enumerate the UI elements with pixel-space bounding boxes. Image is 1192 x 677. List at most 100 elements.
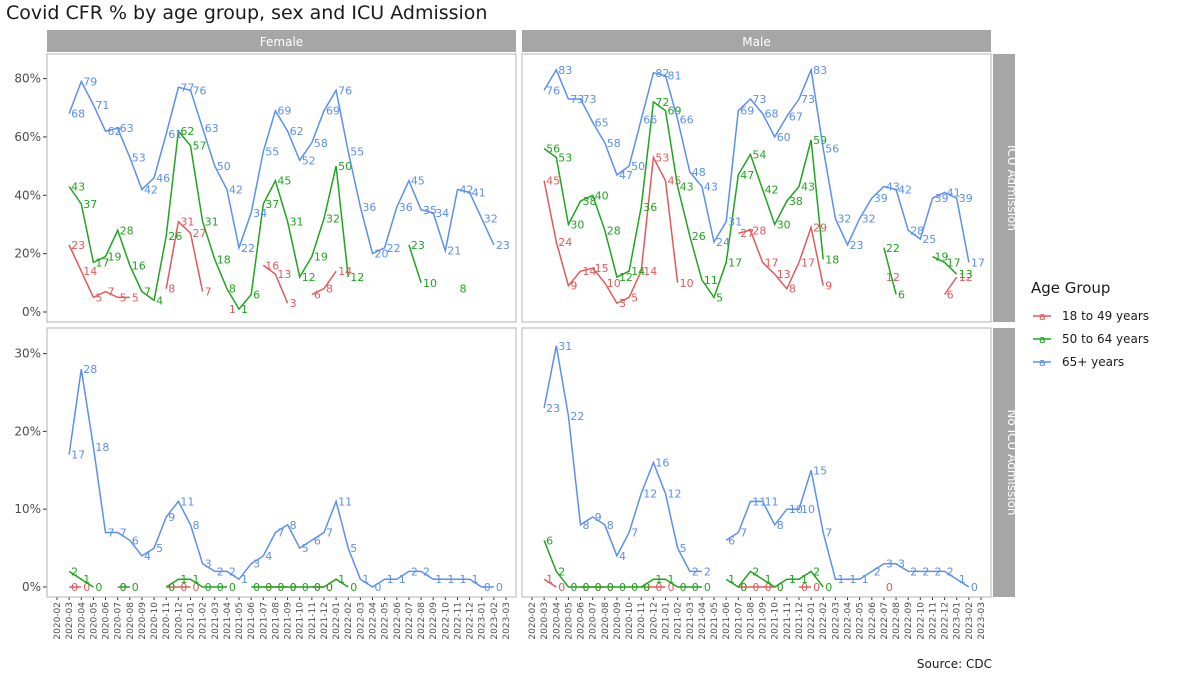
data-label-50-to-64-years: 28 [120, 224, 134, 237]
data-label-65plus-years: 32 [484, 213, 498, 226]
data-label-65plus-years: 69 [277, 105, 291, 118]
data-label-65plus-years: 7 [108, 527, 115, 540]
data-label-18-to-49-years: 8 [326, 283, 333, 296]
data-label-50-to-64-years: 1 [789, 573, 796, 586]
data-label-65plus-years: 2 [922, 565, 929, 578]
x-tick-label: 2022-05 [856, 602, 866, 640]
data-label-65plus-years: 23 [546, 402, 560, 415]
strip-label-icu-admission: ICU Admission [1005, 145, 1019, 231]
data-label-50-to-64-years: 0 [229, 581, 236, 594]
data-label-65plus-years: 58 [314, 137, 328, 150]
data-label-50-to-64-years: 12 [619, 271, 633, 284]
data-label-50-to-64-years: 0 [692, 581, 699, 594]
data-label-18-to-49-years: 17 [801, 256, 815, 269]
data-label-50-to-64-years: 50 [338, 160, 352, 173]
x-tick-label: 2021-03 [686, 602, 696, 640]
data-label-65plus-years: 23 [496, 239, 510, 252]
data-label-50-to-64-years: 1 [241, 303, 248, 316]
x-tick-label: 2022-10 [441, 602, 451, 640]
strip-label-female: Female [260, 35, 303, 49]
data-label-18-to-49-years: 0 [168, 581, 175, 594]
x-tick-label: 2022-12 [941, 602, 951, 640]
data-label-65plus-years: 66 [680, 113, 694, 126]
data-label-18-to-49-years: 8 [789, 283, 796, 296]
data-label-50-to-64-years: 17 [947, 256, 961, 269]
y-tick-label: 0% [22, 305, 41, 319]
data-label-65plus-years: 58 [607, 137, 621, 150]
x-tick-label: 2021-08 [271, 602, 281, 640]
y-tick-label: 80% [14, 72, 41, 86]
data-label-18-to-49-years: 15 [595, 262, 609, 275]
x-tick-label: 2020-03 [540, 602, 550, 640]
data-label-65plus-years: 31 [558, 340, 572, 353]
x-tick-label: 2020-06 [577, 602, 587, 640]
series-line-65plus-years [68, 79, 495, 255]
data-label-65plus-years: 2 [411, 565, 418, 578]
data-label-50-to-64-years: 2 [813, 565, 820, 578]
data-label-65plus-years: 1 [959, 573, 966, 586]
data-label-65plus-years: 39 [934, 192, 948, 205]
data-label-50-to-64-years: 38 [583, 195, 597, 208]
series-line-18-to-49-years [738, 224, 824, 291]
x-tick-label: 2021-01 [661, 602, 671, 640]
series-line-50-to-64-years [165, 578, 227, 588]
data-label-65plus-years: 2 [934, 565, 941, 578]
chart-title: Covid CFR % by age group, sex and ICU Ad… [6, 2, 487, 24]
data-label-65plus-years: 32 [837, 213, 851, 226]
data-label-50-to-64-years: 2 [752, 565, 759, 578]
x-tick-label: 2020-06 [102, 602, 112, 640]
series-line-50-to-64-years [932, 255, 958, 275]
x-tick-label: 2022-09 [904, 602, 914, 640]
data-label-65plus-years: 67 [789, 111, 803, 124]
data-label-65plus-years: 6 [314, 534, 321, 547]
data-label-65plus-years: 34 [253, 207, 267, 220]
legend-key-glyph: a [1039, 356, 1046, 369]
data-label-50-to-64-years: 19 [314, 251, 328, 264]
series-line-18-to-49-years [262, 264, 289, 304]
data-label-18-to-49-years: 5 [631, 291, 638, 304]
x-tick-label: 2020-02 [53, 602, 63, 640]
data-label-65plus-years: 8 [607, 519, 614, 532]
data-label-65plus-years: 63 [120, 122, 134, 135]
data-label-50-to-64-years: 45 [277, 175, 291, 188]
data-label-50-to-64-years: 5 [716, 291, 723, 304]
strip-no-icu-admission [993, 328, 1015, 597]
x-tick-label: 2022-08 [892, 602, 902, 640]
legend: Age Group a 18 to 49 years a 50 to 64 years… [1031, 279, 1149, 369]
data-label-65plus-years: 71 [95, 99, 109, 112]
data-label-65plus-years: 61 [168, 128, 182, 141]
data-label-50-to-64-years: 13 [959, 268, 973, 281]
series-line-65plus-years [725, 470, 970, 588]
data-label-18-to-49-years: 9 [825, 280, 832, 293]
data-label-65plus-years: 18 [95, 441, 109, 454]
x-tick-label: 2020-12 [174, 602, 184, 640]
data-label-18-to-49-years: 12 [959, 271, 973, 284]
x-tick-label: 2021-04 [698, 602, 708, 640]
data-label-50-to-64-years: 10 [423, 277, 437, 290]
data-label-65plus-years: 8 [290, 519, 297, 532]
data-label-50-to-64-years: 26 [692, 230, 706, 243]
data-label-50-to-64-years: 1 [180, 573, 187, 586]
data-label-65plus-years: 10 [801, 503, 815, 516]
x-tick-label: 2022-08 [417, 602, 427, 640]
data-label-18-to-49-years: 0 [886, 581, 893, 594]
series-line-18-to-49-years [68, 244, 130, 299]
series-line-18-to-49-years [943, 276, 958, 295]
data-label-50-to-64-years: 19 [108, 251, 122, 264]
data-label-18-to-49-years: 0 [752, 581, 759, 594]
data-label-50-to-64-years: 38 [789, 195, 803, 208]
data-label-18-to-49-years: 5 [132, 291, 139, 304]
legend-item-50-to-64-years: a 50 to 64 years [1033, 332, 1149, 346]
data-label-18-to-49-years: 13 [777, 268, 791, 281]
data-label-18-to-49-years: 3 [619, 297, 626, 310]
data-label-65plus-years: 3 [205, 558, 212, 571]
data-label-18-to-49-years: 6 [947, 288, 954, 301]
legend-label: 18 to 49 years [1062, 309, 1149, 323]
data-label-65plus-years: 42 [898, 183, 912, 196]
data-label-65plus-years: 5 [302, 542, 309, 555]
series-line-50-to-64-years [68, 129, 349, 311]
data-label-65plus-years: 0 [496, 581, 503, 594]
data-label-50-to-64-years: 0 [302, 581, 309, 594]
data-label-50-to-64-years: 12 [350, 271, 364, 284]
